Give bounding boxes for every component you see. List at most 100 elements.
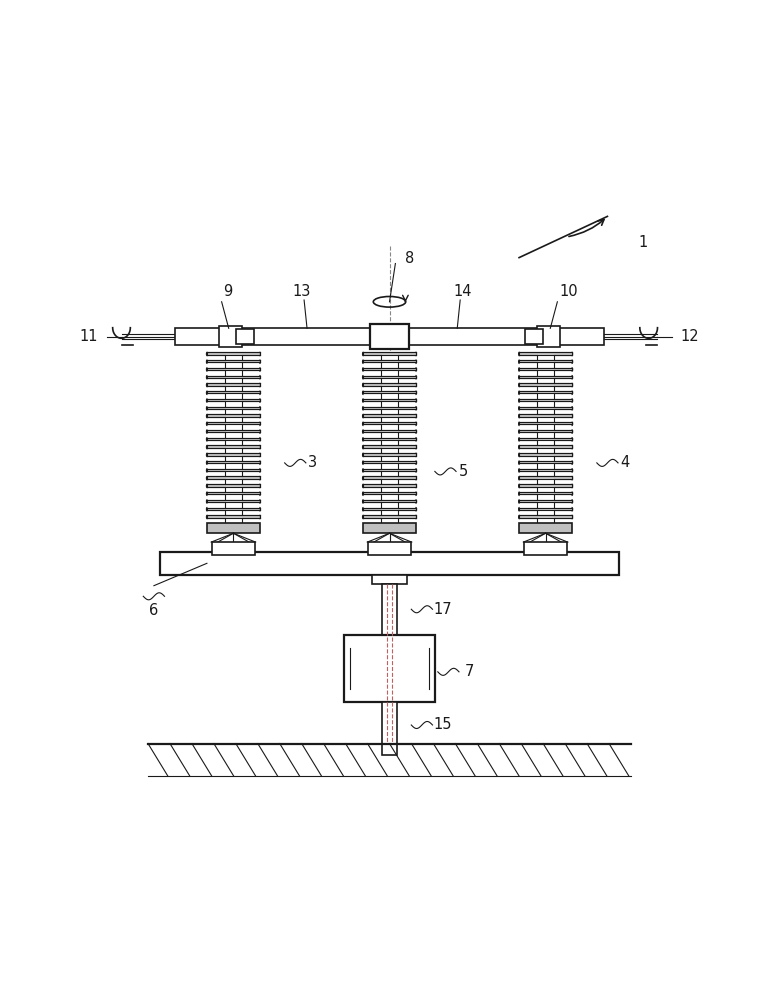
Polygon shape [207,399,260,401]
Bar [524,542,567,555]
Polygon shape [381,393,398,398]
Bar [369,542,410,555]
Polygon shape [207,407,260,409]
Polygon shape [519,414,572,417]
Polygon shape [225,502,242,507]
Polygon shape [537,362,554,367]
Polygon shape [207,438,260,440]
Polygon shape [363,360,416,362]
Bar [175,328,604,345]
Polygon shape [519,492,572,494]
Bar [525,329,543,344]
Polygon shape [363,476,416,479]
Polygon shape [225,409,242,414]
Text: 9: 9 [223,284,232,299]
Bar [370,324,409,349]
Polygon shape [519,469,572,471]
Polygon shape [519,445,572,448]
Polygon shape [207,461,260,463]
Polygon shape [381,409,398,414]
Polygon shape [363,484,416,487]
Polygon shape [363,407,416,409]
Polygon shape [519,484,572,487]
Polygon shape [363,391,416,393]
Polygon shape [363,453,416,456]
Polygon shape [207,484,260,487]
Text: 10: 10 [560,284,578,299]
Polygon shape [225,518,242,522]
Polygon shape [519,508,572,510]
Polygon shape [225,479,242,483]
Polygon shape [207,376,260,378]
Text: 1: 1 [638,235,648,250]
Polygon shape [381,378,398,383]
Polygon shape [225,417,242,421]
Polygon shape [225,487,242,491]
Polygon shape [537,386,554,390]
Polygon shape [519,500,572,502]
Polygon shape [381,386,398,390]
Polygon shape [207,453,260,456]
Polygon shape [537,401,554,406]
Polygon shape [381,479,398,483]
Polygon shape [225,494,242,499]
Polygon shape [363,508,416,510]
Polygon shape [537,487,554,491]
Polygon shape [537,432,554,437]
Polygon shape [363,492,416,494]
Bar [382,702,397,755]
Polygon shape [207,360,260,362]
Polygon shape [537,518,554,522]
Polygon shape [363,383,416,386]
Polygon shape [381,510,398,515]
Bar [160,552,619,575]
Polygon shape [363,461,416,463]
Bar [382,584,397,635]
Bar [372,575,407,584]
Polygon shape [225,510,242,515]
Polygon shape [537,355,554,359]
Polygon shape [381,424,398,429]
Bar [519,523,572,533]
Polygon shape [381,494,398,499]
Text: 4: 4 [620,455,630,470]
Text: 7: 7 [464,664,473,679]
Polygon shape [363,430,416,432]
Text: 11: 11 [80,329,98,344]
Text: 14: 14 [454,284,473,299]
Polygon shape [225,471,242,476]
Polygon shape [381,370,398,375]
Polygon shape [207,368,260,370]
Polygon shape [537,510,554,515]
Bar [537,326,559,347]
Polygon shape [519,422,572,424]
Polygon shape [381,487,398,491]
Polygon shape [381,456,398,460]
Polygon shape [225,463,242,468]
Polygon shape [363,422,416,424]
Bar [207,523,260,533]
Polygon shape [537,417,554,421]
Polygon shape [381,471,398,476]
Text: 17: 17 [433,602,452,617]
Text: 13: 13 [292,284,310,299]
Polygon shape [363,469,416,471]
Polygon shape [519,376,572,378]
Polygon shape [381,448,398,452]
Polygon shape [363,500,416,502]
Polygon shape [519,407,572,409]
Polygon shape [207,515,260,518]
Polygon shape [381,362,398,367]
Polygon shape [519,430,572,432]
Polygon shape [519,438,572,440]
Polygon shape [207,469,260,471]
Polygon shape [207,422,260,424]
Polygon shape [519,399,572,401]
Polygon shape [537,456,554,460]
Text: 15: 15 [433,717,451,732]
Polygon shape [381,401,398,406]
Polygon shape [537,479,554,483]
Polygon shape [381,440,398,445]
Polygon shape [537,409,554,414]
Polygon shape [537,440,554,445]
